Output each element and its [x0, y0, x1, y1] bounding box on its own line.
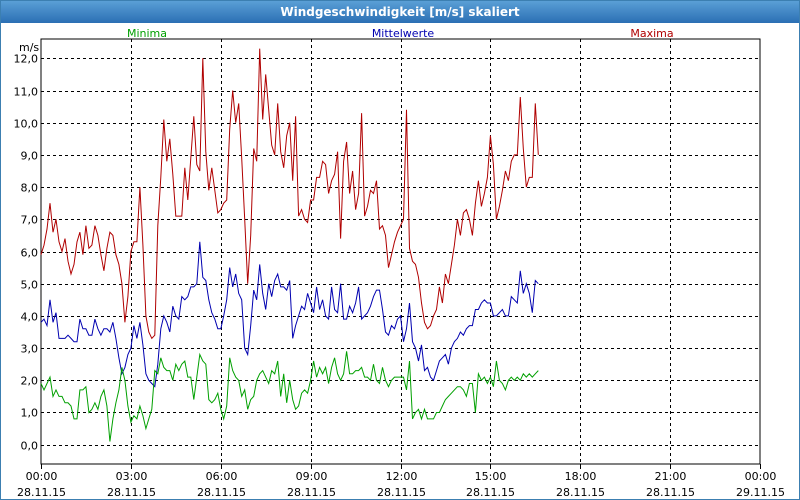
legend-entry-mittelwerte: Mittelwerte	[372, 27, 435, 40]
x-axis: 00:00 28.11.15 03:00 28.11.15 06:00 28.11.15 0…	[17, 464, 785, 499]
x-tick-date: 28.11.15	[377, 486, 426, 499]
y-tick-label: 2,0	[21, 375, 39, 388]
y-tick-label: 1,0	[21, 407, 39, 420]
series-lines	[40, 48, 539, 442]
series-line-minima	[40, 351, 539, 442]
x-tick-date: 28.11.15	[17, 486, 66, 499]
y-tick-label: 7,0	[21, 214, 39, 227]
y-tick-label: 12,0	[14, 53, 39, 66]
y-tick-label: 4,0	[21, 311, 39, 324]
x-tick-date: 28.11.15	[646, 486, 695, 499]
x-tick-date: 28.11.15	[466, 486, 515, 499]
y-tick-label: 3,0	[21, 343, 39, 356]
x-tick-date: 28.11.15	[107, 486, 156, 499]
x-tick-time: 09:00	[296, 470, 328, 483]
legend-entry-maxima: Maxima	[630, 27, 673, 40]
y-tick-label: 9,0	[21, 150, 39, 163]
plot-area-border	[40, 38, 761, 465]
x-tick-date: 28.11.15	[197, 486, 246, 499]
x-tick-date: 28.11.15	[556, 486, 605, 499]
x-tick-time: 15:00	[475, 470, 507, 483]
y-axis: 0,0 1,0 2,0 3,0 4,0 5,0 6,0 7,0 8,0 9,0 10,0 11,0 12…	[14, 41, 40, 453]
y-tick-label: 10,0	[14, 118, 39, 131]
x-tick-time: 06:00	[206, 470, 238, 483]
x-tick-time: 12:00	[386, 470, 418, 483]
x-tick-time: 03:00	[116, 470, 148, 483]
x-tick-date: 28.11.15	[287, 486, 336, 499]
legend-entry-minima: Minima	[127, 27, 167, 40]
y-tick-label: 0,0	[21, 440, 39, 453]
y-tick-label: 11,0	[14, 86, 39, 99]
y-tick-label: 6,0	[21, 247, 39, 260]
y-tick-label: 5,0	[21, 279, 39, 292]
chart-title: Windgeschwindigkeit [m/s] skaliert	[1, 1, 799, 23]
series-line-mittelwerte	[40, 241, 539, 388]
x-tick-date: 29.11.15	[736, 486, 785, 499]
x-tick-time: 00:00	[745, 470, 777, 483]
series-line-maxima	[40, 48, 539, 340]
x-tick-time: 21:00	[655, 470, 687, 483]
grid	[40, 38, 761, 465]
y-tick-label: 8,0	[21, 182, 39, 195]
legend: Maxima Mittelwerte Minima	[127, 27, 674, 40]
y-axis-unit: m/s	[19, 41, 39, 54]
x-tick-time: 00:00	[26, 470, 58, 483]
x-tick-time: 18:00	[565, 470, 597, 483]
